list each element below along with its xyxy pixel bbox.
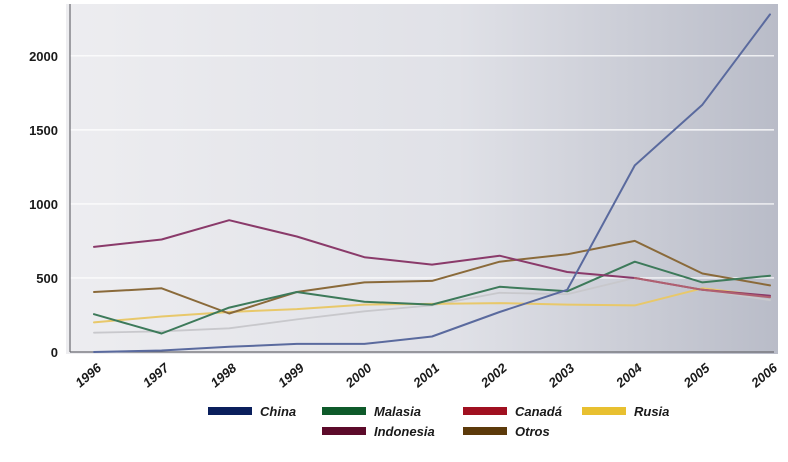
x-tick-label: 2000 <box>342 360 375 391</box>
legend-label: Malasia <box>374 404 421 419</box>
y-tick-label: 0 <box>51 345 58 360</box>
x-tick-label: 1998 <box>207 360 239 391</box>
x-tick-label: 2001 <box>410 360 443 391</box>
x-tick-label: 2005 <box>680 360 713 391</box>
legend: China Malasia Canadá Rusia Indonesia Otros <box>208 404 669 439</box>
legend-swatch <box>322 427 366 435</box>
legend-swatch <box>582 407 626 415</box>
x-tick-label: 2004 <box>612 360 645 391</box>
x-tick-label: 2002 <box>477 360 510 391</box>
x-tick-label: 1999 <box>275 360 307 391</box>
legend-swatch <box>322 407 366 415</box>
series-lines <box>93 13 771 353</box>
x-tick-label: 1996 <box>72 360 104 391</box>
plot-background <box>66 4 778 354</box>
x-tick-label: 1997 <box>140 360 172 391</box>
y-tick-label: 500 <box>36 271 58 286</box>
x-tick-label: 2003 <box>545 360 578 391</box>
series-line-malasia <box>93 260 771 335</box>
legend-label: Otros <box>515 424 550 439</box>
y-tick-label: 1000 <box>29 197 58 212</box>
y-tick-label: 1500 <box>29 123 58 138</box>
x-tick-labels: 1996 1997 1998 1999 2000 2001 2002 2003 2004 2005… <box>72 360 780 391</box>
y-tick-labels: 0 500 1000 1500 2000 <box>29 49 58 360</box>
grid-lines <box>70 55 774 279</box>
y-tick-label: 2000 <box>29 49 58 64</box>
legend-label: Rusia <box>634 404 669 419</box>
series-line-canad <box>633 277 771 299</box>
legend-label: China <box>260 404 296 419</box>
legend-swatch <box>208 407 252 415</box>
legend-label: Canadá <box>515 404 562 419</box>
legend-swatch <box>463 407 507 415</box>
series-line-china <box>93 13 771 353</box>
x-tick-label: 2006 <box>748 360 781 391</box>
series-line-otros <box>93 239 771 315</box>
legend-label: Indonesia <box>374 424 435 439</box>
axes <box>69 4 774 353</box>
legend-swatch <box>463 427 507 435</box>
